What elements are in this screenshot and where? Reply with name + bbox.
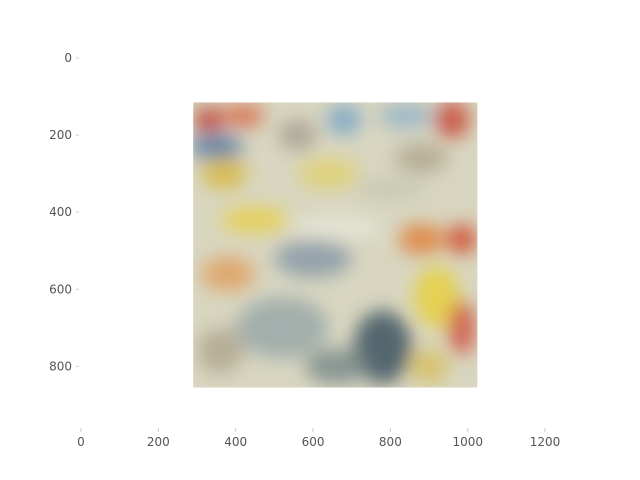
- y-tick-label: 0: [64, 51, 72, 65]
- image-blob: [398, 223, 445, 255]
- image-blob: [200, 158, 248, 190]
- image-blob: [305, 348, 368, 384]
- image-blob: [326, 104, 362, 136]
- x-tick-label: 0: [77, 435, 85, 449]
- image-blob: [353, 310, 412, 384]
- x-tick-label: 400: [224, 435, 247, 449]
- image-blob: [409, 348, 449, 384]
- image-blob: [355, 177, 426, 201]
- image-blob: [220, 206, 290, 234]
- image-blob: [222, 104, 265, 128]
- image-blob: [378, 104, 433, 128]
- y-tick-label: 200: [49, 128, 72, 142]
- x-axis: 0 200 400 600 800 1000 1200: [77, 428, 560, 449]
- image-blob: [274, 239, 352, 278]
- image-blob: [434, 102, 470, 139]
- x-tick-label: 800: [379, 435, 402, 449]
- image-blob: [289, 216, 383, 240]
- image-blob: [394, 142, 449, 174]
- image-blob: [448, 300, 476, 355]
- x-tick-label: 1200: [530, 435, 561, 449]
- image-blob: [193, 133, 244, 161]
- y-tick-label: 400: [49, 205, 72, 219]
- image-blob: [193, 106, 225, 134]
- image-blob: [200, 256, 256, 292]
- x-tick-label: 200: [147, 435, 170, 449]
- x-tick-label: 1000: [452, 435, 483, 449]
- image-blob: [278, 119, 317, 151]
- y-tick-label: 800: [49, 359, 72, 373]
- y-tick-label: 600: [49, 282, 72, 296]
- y-axis: 0 200 400 600 800: [49, 51, 79, 373]
- image-blob: [235, 296, 329, 359]
- heatmap-image-content: [193, 102, 478, 384]
- image-blob: [446, 223, 478, 255]
- heatmap-image: [193, 102, 478, 388]
- image-blob: [413, 266, 460, 328]
- image-blob: [297, 158, 360, 190]
- x-tick-label: 600: [302, 435, 325, 449]
- image-blob: [197, 327, 244, 375]
